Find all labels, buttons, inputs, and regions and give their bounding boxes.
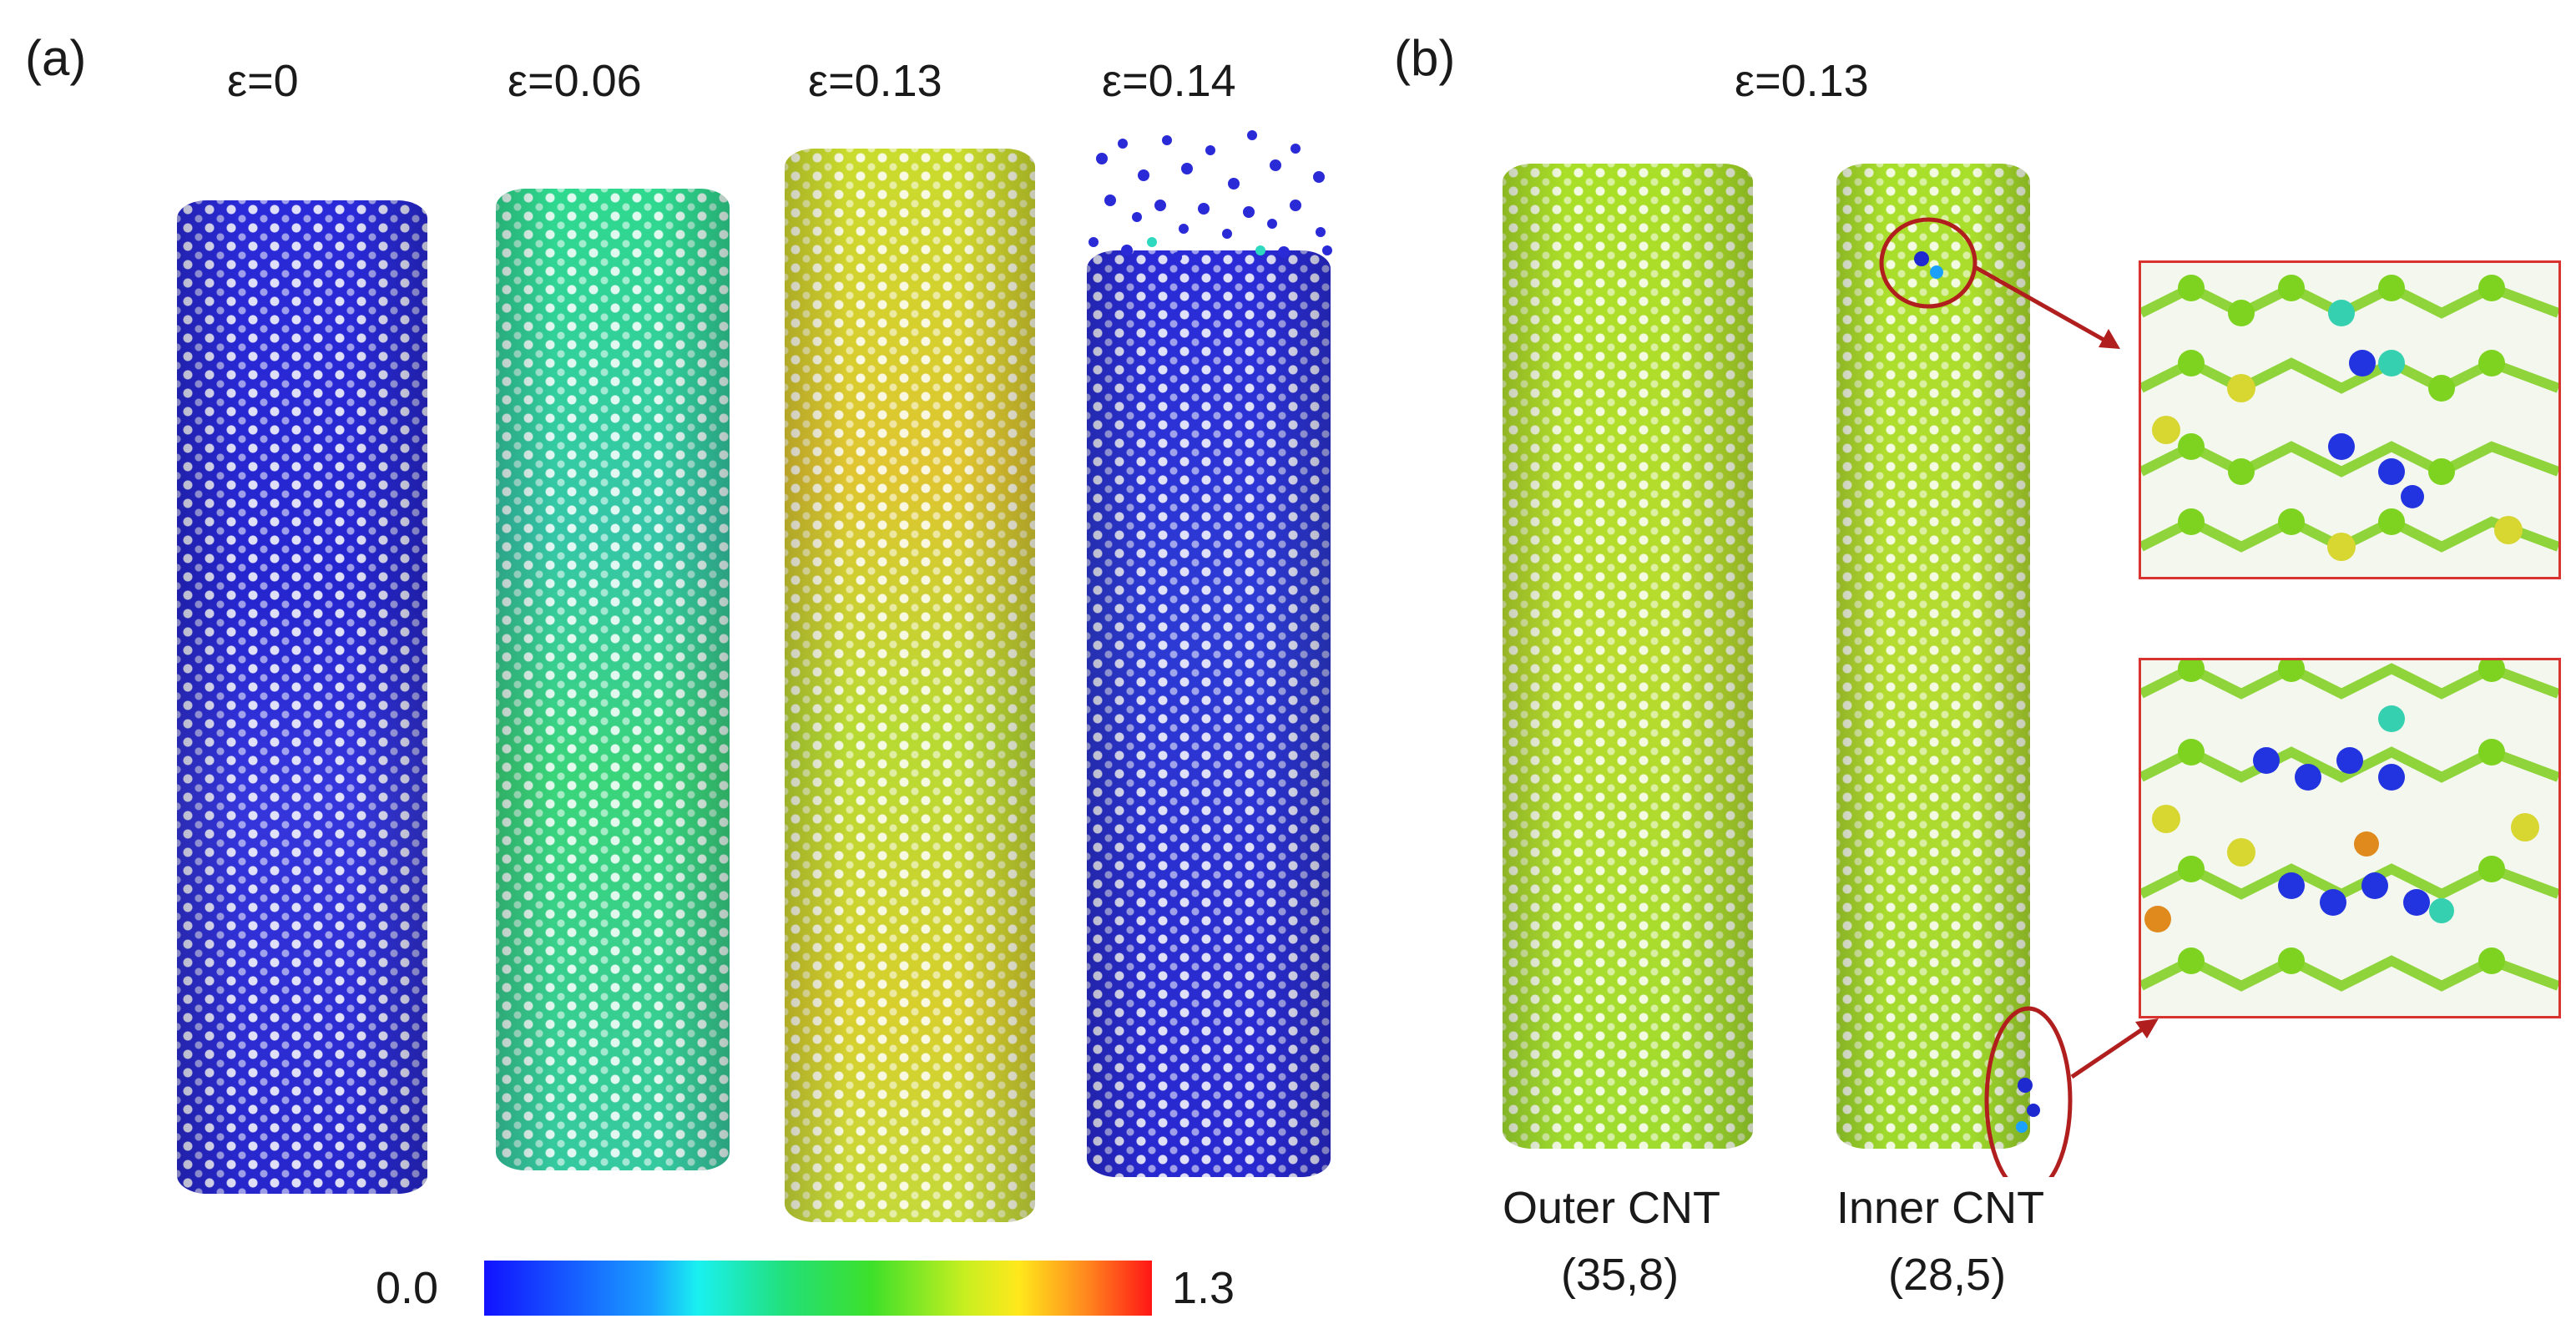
strain-label-0: ε=0 <box>227 56 299 106</box>
inner-cnt-chirality: (28,5) <box>1888 1250 2007 1300</box>
panel-a-label: (a) <box>25 30 87 86</box>
colorbar-max-label: 1.3 <box>1172 1263 1235 1313</box>
defect-annotations <box>1879 217 2159 1177</box>
colorbar <box>484 1261 1152 1316</box>
defect-inset-top <box>2139 260 2561 579</box>
nanotube-strain-014 <box>1087 250 1331 1177</box>
outer-cnt-chirality: (35,8) <box>1561 1250 1679 1300</box>
inner-cnt-tube <box>1836 164 2030 1149</box>
fracture-scatter <box>1088 130 1332 262</box>
strain-label-1: ε=0.06 <box>508 56 642 106</box>
strain-label-b: ε=0.13 <box>1735 56 1869 106</box>
outer-cnt-name: Outer CNT <box>1503 1183 1721 1233</box>
nanotube-strain-013 <box>785 149 1035 1222</box>
panel-b-label: (b) <box>1394 30 1456 86</box>
inner-cnt-name: Inner CNT <box>1836 1183 2045 1233</box>
outer-cnt-tube <box>1503 164 1753 1149</box>
defect-inset-bottom <box>2139 658 2561 1018</box>
colorbar-min-label: 0.0 <box>376 1263 439 1313</box>
strain-label-2: ε=0.13 <box>808 56 942 106</box>
strain-label-3: ε=0.14 <box>1102 56 1236 106</box>
nanotube-strain-006 <box>496 189 730 1170</box>
nanotube-strain-0 <box>177 200 427 1194</box>
